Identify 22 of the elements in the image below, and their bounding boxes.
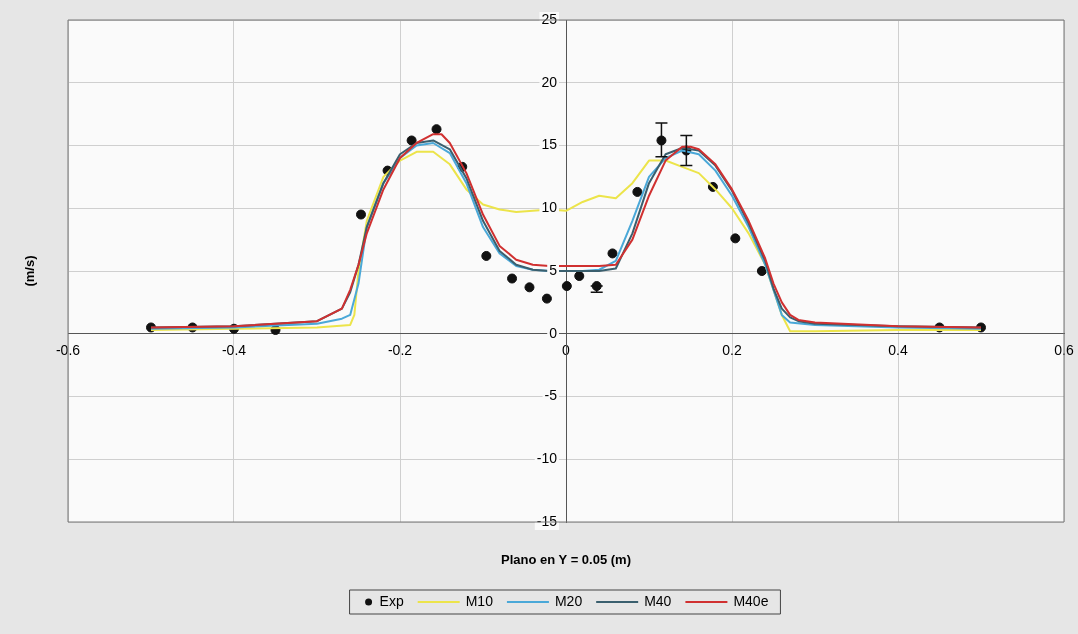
y-tick-label: -15 [536,512,558,529]
y-tick-label: -5 [544,387,558,404]
y-tick-label: 20 [541,73,558,90]
legend-label: M40 [644,592,672,609]
x-tick-label: 0.4 [888,342,908,359]
y-axis-title: (m/s) [21,255,37,287]
legend-label: Exp [379,592,404,609]
x-tick-label: -0.6 [55,342,81,359]
x-tick-label: -0.2 [387,342,413,359]
legend-label: M40e [733,592,769,609]
y-tick-label: 25 [541,10,558,27]
x-tick-label: 0.2 [722,342,742,359]
x-axis-title: Plano en Y = 0.05 (m) [501,551,631,567]
x-tick-label: -0.4 [221,342,247,359]
y-tick-label: 15 [541,136,558,153]
y-tick-label: -10 [536,450,558,467]
y-tick-label: 0 [549,324,558,341]
y-tick-label: 5 [549,261,558,278]
legend-label: M20 [554,592,583,609]
x-tick-label: 0.6 [1054,342,1074,359]
y-tick-label: 10 [541,199,558,216]
legend-label: M10 [465,592,494,609]
